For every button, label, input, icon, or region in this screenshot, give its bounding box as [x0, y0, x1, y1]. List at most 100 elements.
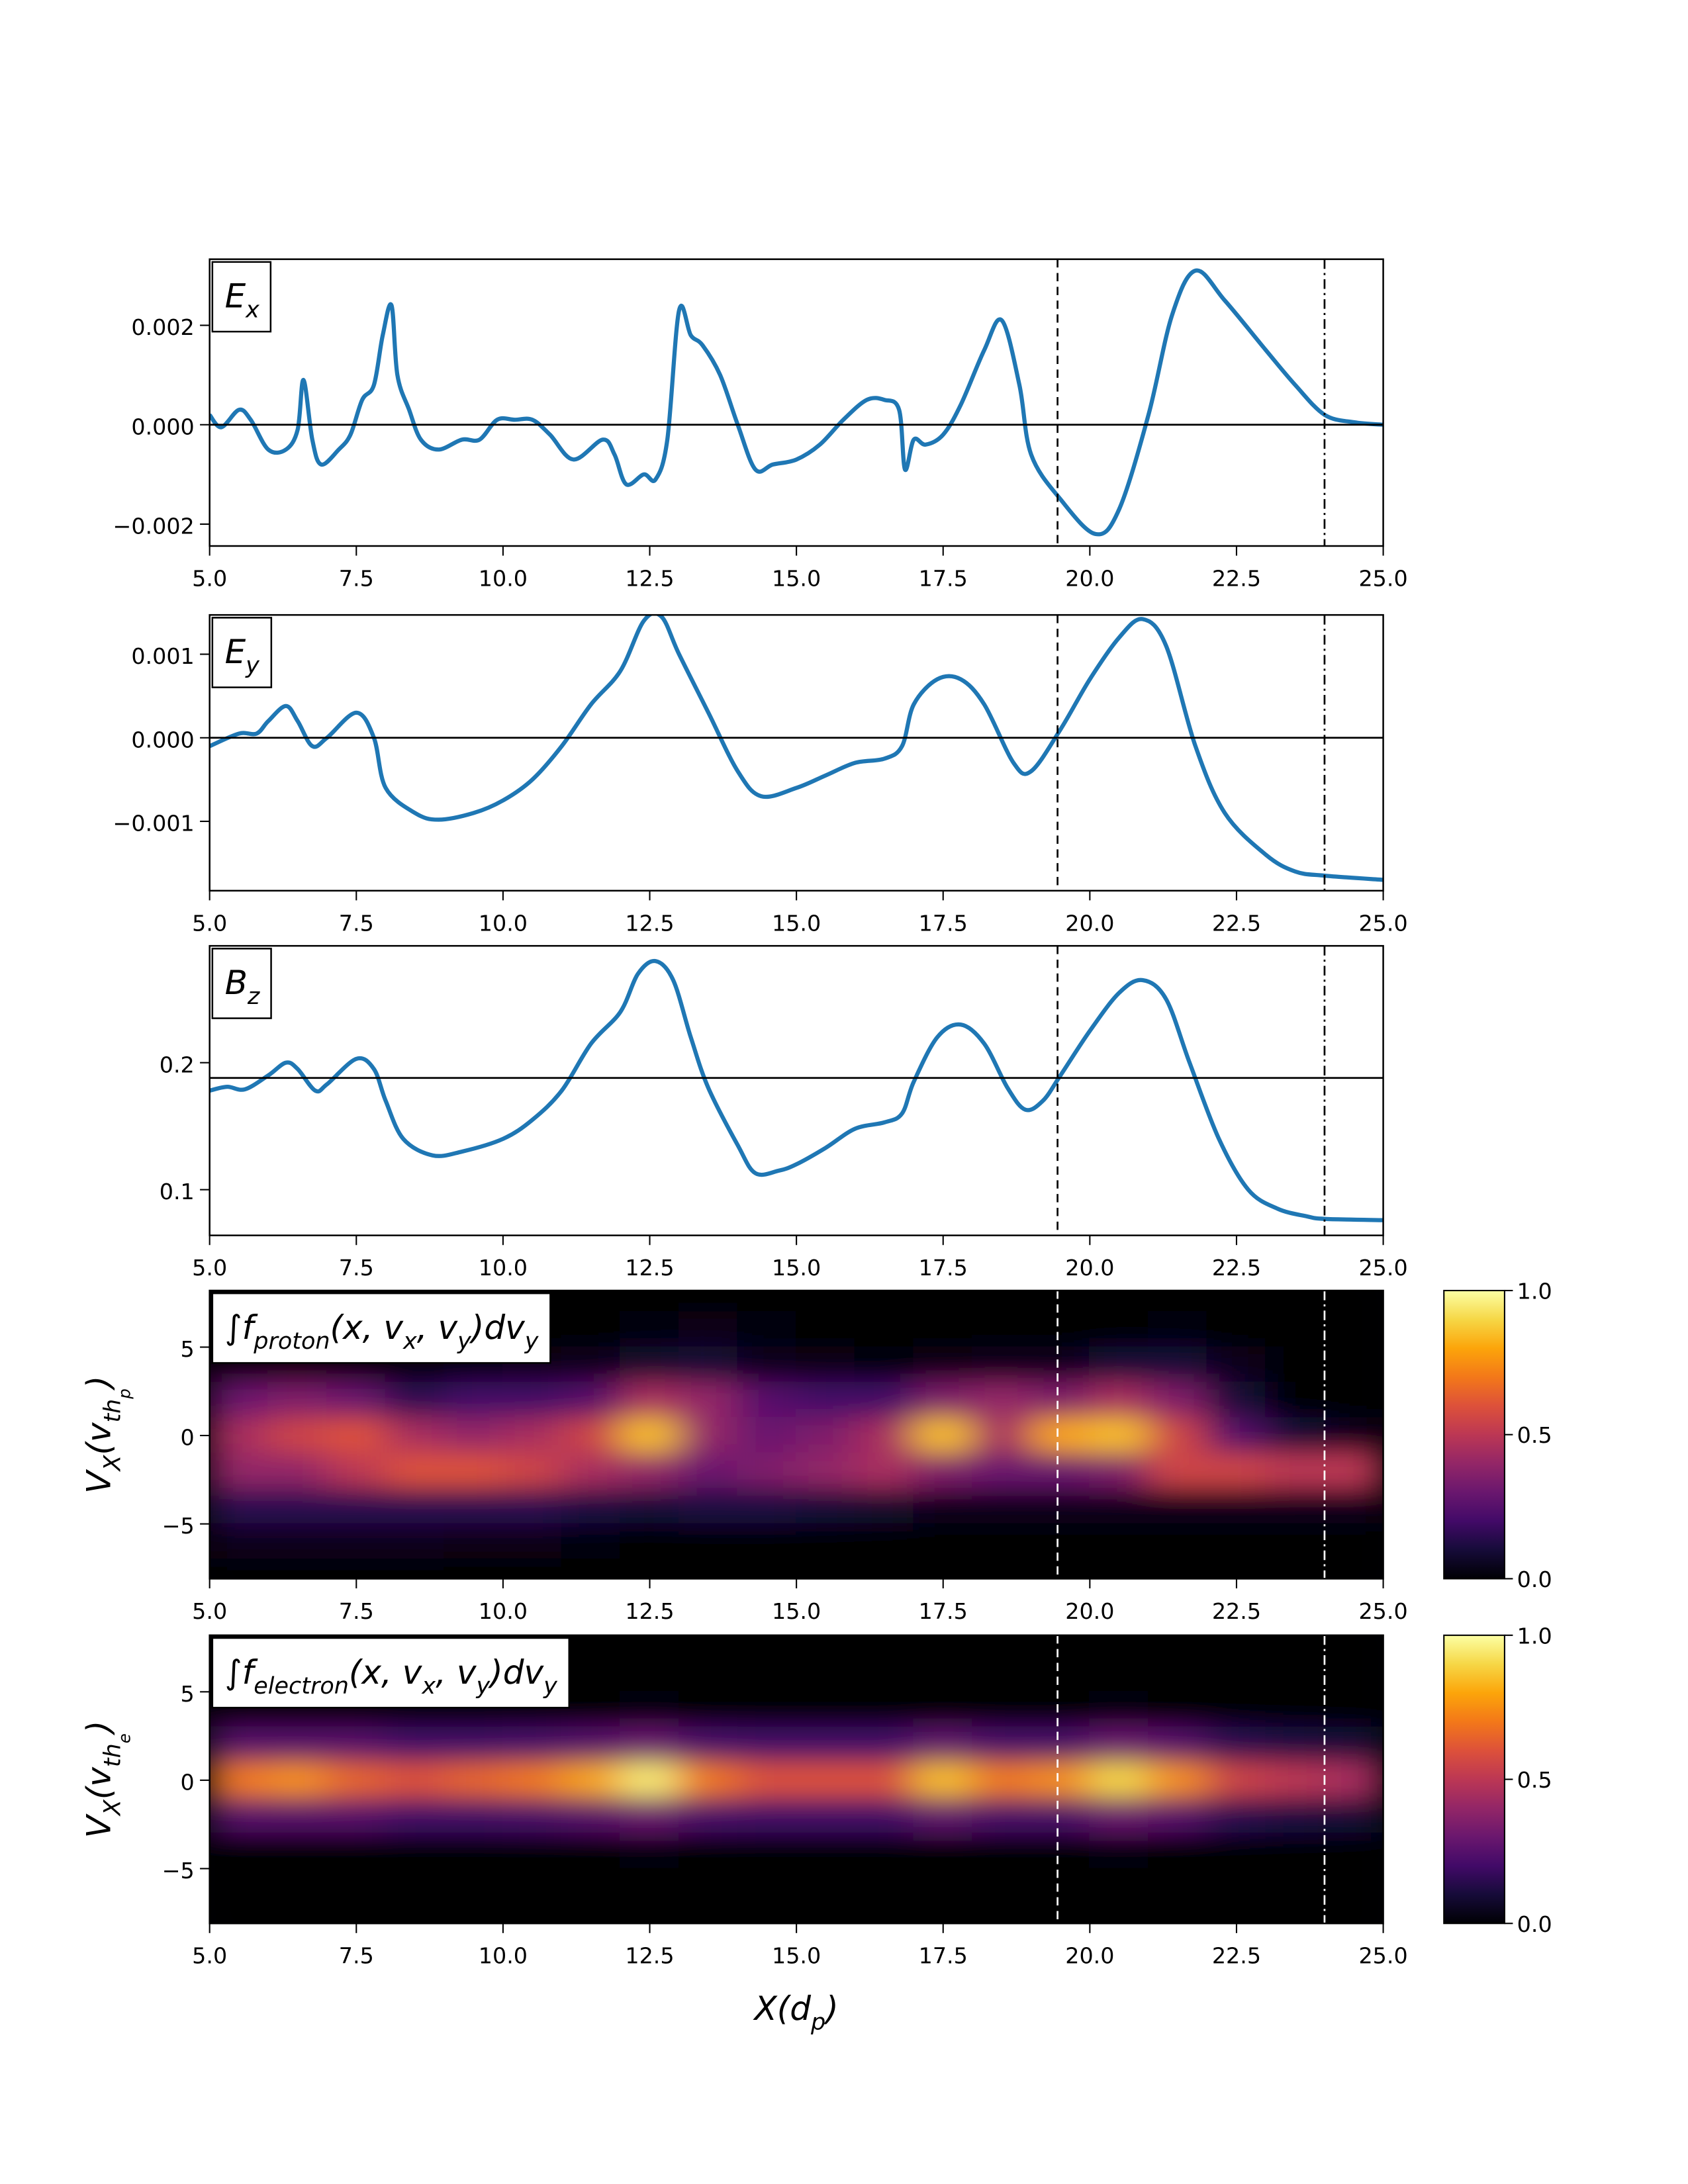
heatmap-cell — [502, 1417, 563, 1454]
heatmap-cell — [267, 1523, 328, 1561]
heatmap-cell — [561, 1381, 622, 1419]
x-tick-label: 15.0 — [772, 1598, 821, 1624]
heatmap-cell — [796, 1452, 856, 1490]
heatmap-cell — [209, 1381, 269, 1419]
heatmap-cell — [972, 1635, 1032, 1657]
heatmap-cell — [1206, 1762, 1267, 1799]
heatmap-cell — [326, 1417, 387, 1454]
heatmap-cell — [326, 1762, 387, 1799]
heatmap-cell — [1089, 1903, 1150, 1924]
heatmap — [209, 1635, 1383, 1924]
heatmap-cell — [1265, 1635, 1325, 1657]
x-tick-label: 10.0 — [479, 1255, 528, 1281]
heatmap-cell — [972, 1832, 1032, 1870]
x-tick-label: 22.5 — [1212, 1943, 1261, 1969]
heatmap-cell — [796, 1346, 856, 1383]
heatmap-cell — [385, 1417, 445, 1454]
plot-area — [209, 615, 1383, 891]
heatmap-cell — [913, 1291, 974, 1313]
y-tick-label: 0.2 — [160, 1052, 195, 1077]
heatmap-cell — [209, 1488, 269, 1525]
plot-area — [209, 1635, 1383, 1924]
heatmap-cell — [1265, 1311, 1325, 1348]
heatmap-cell — [678, 1346, 739, 1383]
label-part: y — [524, 1328, 539, 1355]
heatmap-cell — [267, 1868, 328, 1905]
label-part: electron — [254, 1673, 349, 1700]
heatmap-cell — [1030, 1291, 1091, 1313]
heatmap-cell — [854, 1488, 915, 1525]
heatmap-cell — [1323, 1691, 1383, 1728]
label-part: y — [457, 1328, 472, 1355]
heatmap-cell — [737, 1452, 798, 1490]
heatmap-cell — [678, 1452, 739, 1490]
heatmap-cell — [561, 1523, 622, 1561]
heatmap-cell — [326, 1832, 387, 1870]
x-tick-label: 22.5 — [1212, 1598, 1261, 1624]
heatmap-cell — [913, 1726, 974, 1764]
heatmap-cell — [913, 1797, 974, 1835]
heatmap-cell — [1147, 1381, 1208, 1419]
heatmap-cell — [561, 1311, 622, 1348]
y-tick-label: 0 — [181, 1425, 195, 1451]
math-label: Ey — [225, 633, 261, 679]
heatmap-cell — [502, 1726, 563, 1764]
heatmap-cell — [385, 1868, 445, 1905]
x-tick-label: 20.0 — [1065, 1255, 1114, 1281]
y-tick-label: −5 — [162, 1858, 195, 1884]
heatmap-cell — [620, 1655, 680, 1693]
heatmap-cell — [444, 1488, 504, 1525]
x-tick-label: 25.0 — [1358, 1943, 1407, 1969]
heatmap-cell — [1323, 1558, 1383, 1579]
x-tick-label: 12.5 — [625, 565, 674, 591]
heatmap-cell — [796, 1558, 856, 1579]
heatmap-cell — [1265, 1523, 1325, 1561]
heatmap-cell — [1030, 1868, 1091, 1905]
label-part: (v — [80, 1422, 118, 1455]
label-box — [211, 948, 272, 1019]
heatmap-cell — [620, 1797, 680, 1835]
heatmap-cell — [1147, 1558, 1208, 1579]
math-label: ∫fproton(x, vx, vy)dvy — [225, 1308, 539, 1355]
heatmap-cell — [267, 1762, 328, 1799]
heatmap-cell — [561, 1488, 622, 1525]
x-tick-label: 10.0 — [479, 910, 528, 936]
heatmap-cell — [444, 1452, 504, 1490]
heatmap-cell — [796, 1762, 856, 1799]
heatmap-cell — [678, 1797, 739, 1835]
label-part: E — [225, 633, 246, 671]
heatmap-cell — [561, 1655, 622, 1693]
heatmap-cell — [620, 1903, 680, 1924]
heatmap-cell — [620, 1691, 680, 1728]
heatmap-cell — [1323, 1311, 1383, 1348]
label-part: y — [245, 653, 260, 679]
heatmap-cell — [972, 1655, 1032, 1693]
heatmap-cell — [854, 1726, 915, 1764]
x-tick-label: 12.5 — [625, 1598, 674, 1624]
heatmap-cell — [913, 1558, 974, 1579]
heatmap-cell — [678, 1558, 739, 1579]
heatmap-cell — [385, 1832, 445, 1870]
heatmap-cell — [737, 1635, 798, 1657]
heatmap-cell — [1206, 1868, 1267, 1905]
heatmap-cell — [972, 1417, 1032, 1454]
heatmap-cell — [561, 1346, 622, 1383]
heatmap-cell — [854, 1452, 915, 1490]
label-part: e — [115, 1733, 134, 1743]
heatmap-cell — [854, 1558, 915, 1579]
x-tick-label: 12.5 — [625, 910, 674, 936]
heatmap-cell — [561, 1635, 622, 1657]
heatmap-cell — [267, 1726, 328, 1764]
x-tick-label: 17.5 — [919, 1255, 968, 1281]
x-tick-label: 22.5 — [1212, 910, 1261, 936]
heatmap-cell — [1030, 1655, 1091, 1693]
x-tick-label: 20.0 — [1065, 565, 1114, 591]
heatmap-cell — [561, 1762, 622, 1799]
y-tick-label: −0.002 — [113, 514, 194, 539]
heatmap-cell — [1030, 1832, 1091, 1870]
heatmap-cell — [1206, 1291, 1267, 1313]
x-tick-label: 7.5 — [339, 1598, 374, 1624]
math-label: ∫felectron(x, vx, vy)dvy — [225, 1653, 559, 1700]
colorbar-tick-label: 1.0 — [1517, 1623, 1552, 1649]
label-part: z — [247, 983, 260, 1010]
